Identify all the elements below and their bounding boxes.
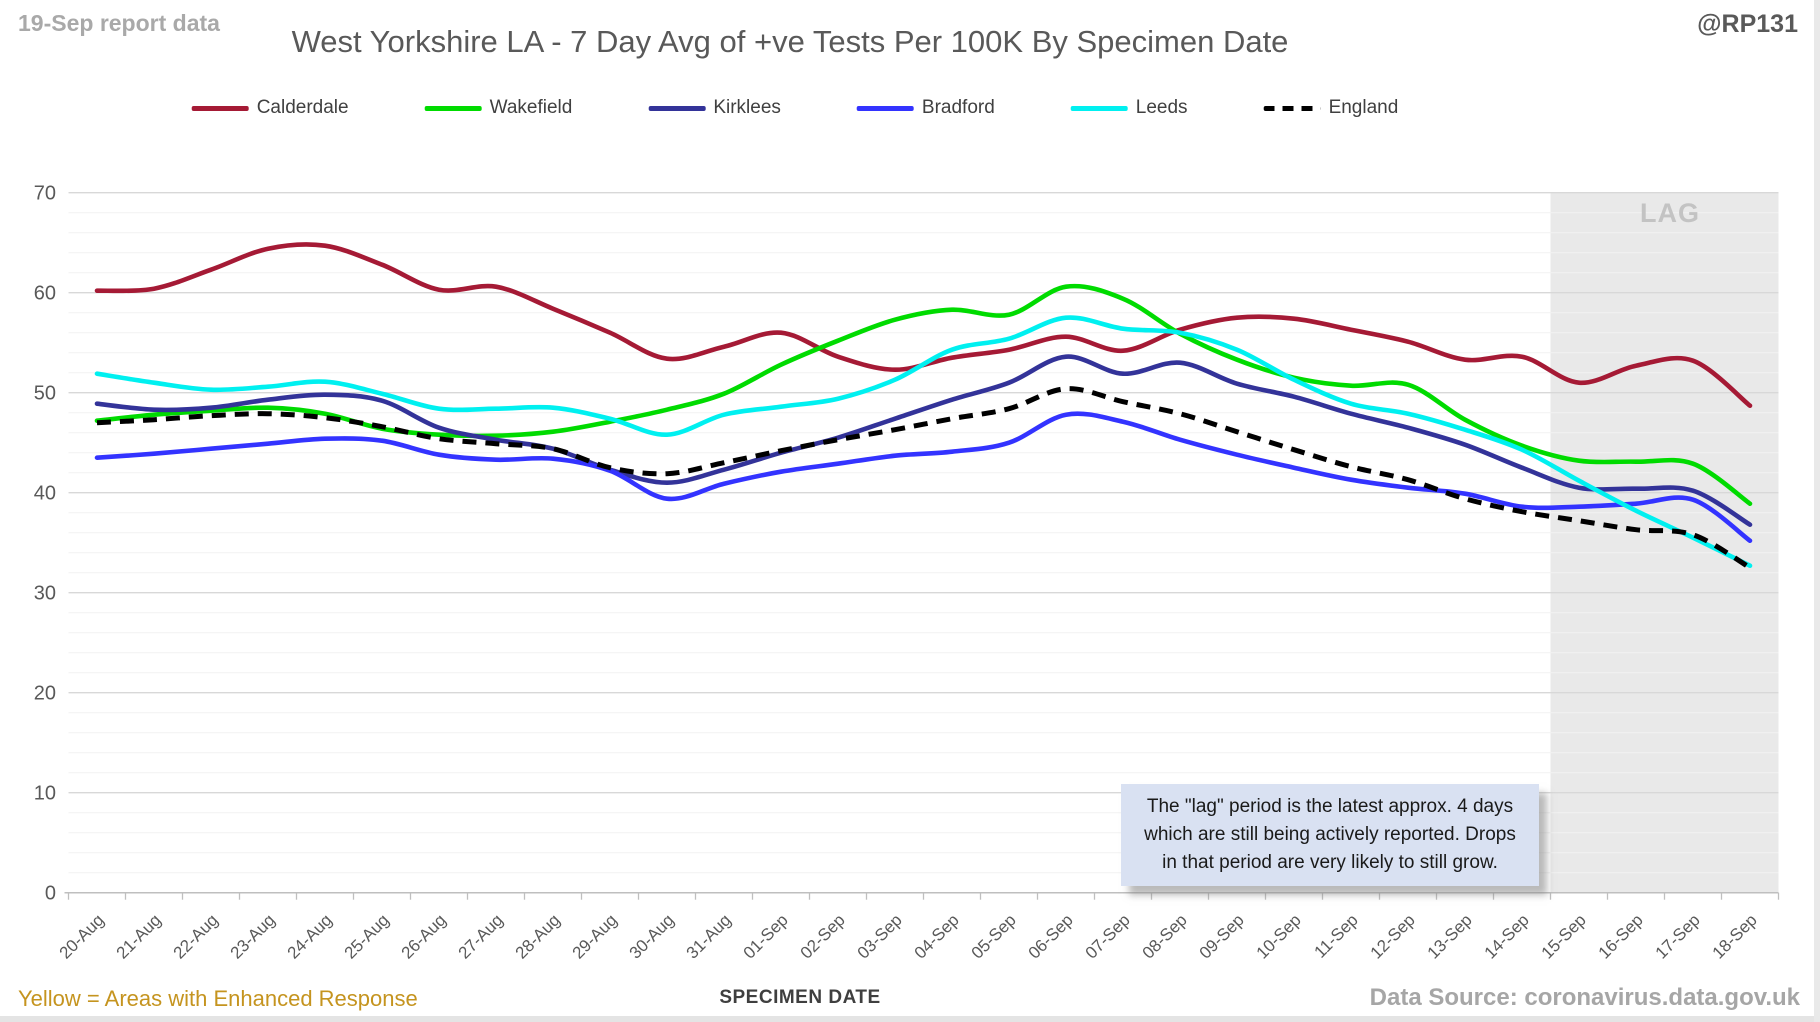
x-tick-label: 06-Sep bbox=[1025, 910, 1077, 962]
x-tick-label: 16-Sep bbox=[1595, 910, 1647, 962]
lag-annotation: The "lag" period is the latest approx. 4… bbox=[1121, 784, 1539, 886]
x-tick-label: 02-Sep bbox=[797, 910, 849, 962]
legend-item-england: England bbox=[1263, 97, 1399, 119]
y-tick-label: 20 bbox=[34, 683, 56, 705]
author-handle: @RP131 bbox=[1697, 10, 1798, 38]
x-tick-label: 14-Sep bbox=[1481, 910, 1533, 962]
series-line-kirklees bbox=[94, 354, 1753, 527]
series-line-bradford bbox=[94, 411, 1753, 543]
y-tick-label: 10 bbox=[34, 783, 56, 805]
x-tick-label: 01-Sep bbox=[740, 910, 792, 962]
x-tick-label: 28-Aug bbox=[512, 910, 564, 962]
legend-label: Calderdale bbox=[256, 97, 349, 118]
x-tick-label: 25-Aug bbox=[341, 910, 393, 962]
x-tick-label: 05-Sep bbox=[968, 910, 1020, 962]
legend-item-calderdale: Calderdale bbox=[191, 97, 349, 119]
legend: Calderdale Wakefield Kirklees Bradford Leeds… bbox=[191, 97, 1399, 119]
legend-swatch-wakefield bbox=[424, 105, 482, 111]
lag-annotation-line: which are still being actively reported.… bbox=[1144, 823, 1516, 845]
x-tick-label: 23-Aug bbox=[227, 910, 279, 962]
x-tick-label: 12-Sep bbox=[1367, 910, 1419, 962]
data-source-note: Data Source: coronavirus.data.gov.uk bbox=[1369, 984, 1800, 1011]
x-tick-label: 08-Sep bbox=[1139, 910, 1191, 962]
series-line-calderdale bbox=[94, 242, 1753, 408]
lag-annotation-line: in that period are very likely to still … bbox=[1162, 851, 1498, 873]
x-tick-label: 27-Aug bbox=[455, 910, 507, 962]
legend-label: Wakefield bbox=[489, 97, 573, 118]
x-tick-label: 26-Aug bbox=[398, 910, 450, 962]
y-tick-label: 50 bbox=[34, 383, 56, 405]
x-tick-label: 30-Aug bbox=[626, 910, 678, 962]
lag-annotation-line: The "lag" period is the latest approx. 4… bbox=[1146, 796, 1514, 817]
x-axis-title: SPECIMEN DATE bbox=[719, 987, 881, 1008]
window-edge-right bbox=[1814, 0, 1820, 1022]
legend-swatch-kirklees bbox=[648, 105, 706, 111]
x-tick-label: 13-Sep bbox=[1424, 910, 1476, 962]
x-tick-label: 29-Aug bbox=[569, 910, 621, 962]
legend-label: England bbox=[1328, 97, 1399, 118]
x-axis bbox=[64, 891, 1780, 900]
x-tick-label: 07-Sep bbox=[1082, 910, 1134, 962]
x-tick-label: 10-Sep bbox=[1253, 910, 1305, 962]
legend-label: Bradford bbox=[921, 97, 995, 118]
legend-label: Leeds bbox=[1135, 97, 1188, 118]
window-edge-bottom bbox=[0, 1016, 1820, 1022]
legend-swatch-england bbox=[1263, 105, 1321, 111]
x-tick-label: 11-Sep bbox=[1311, 910, 1362, 961]
x-tick-label: 04-Sep bbox=[911, 910, 963, 962]
x-tick-label: 18-Sep bbox=[1709, 910, 1761, 962]
legend-item-leeds: Leeds bbox=[1070, 97, 1188, 119]
x-tick-label: 03-Sep bbox=[854, 910, 906, 962]
series-line-england bbox=[96, 386, 1752, 570]
enhanced-response-note: Yellow = Areas with Enhanced Response bbox=[18, 986, 418, 1011]
x-axis-labels: 20-Aug 21-Aug 22-Aug 23-Aug 24-Aug 25-Aug 26-A… bbox=[56, 910, 1761, 962]
series-line-leeds bbox=[94, 315, 1753, 568]
legend-item-kirklees: Kirklees bbox=[648, 97, 781, 119]
x-tick-label: 09-Sep bbox=[1196, 910, 1248, 962]
y-tick-label: 0 bbox=[45, 883, 56, 905]
x-tick-label: 21-Aug bbox=[113, 910, 165, 962]
report-note: 19-Sep report data bbox=[18, 10, 220, 36]
gridlines bbox=[68, 192, 1779, 874]
legend-swatch-leeds bbox=[1070, 105, 1128, 111]
x-tick-label: 22-Aug bbox=[170, 910, 222, 962]
x-tick-label: 20-Aug bbox=[56, 910, 108, 962]
legend-swatch-bradford bbox=[856, 105, 914, 111]
page-title: West Yorkshire LA - 7 Day Avg of +ve Tes… bbox=[291, 24, 1289, 59]
series-lines bbox=[94, 242, 1753, 570]
legend-item-wakefield: Wakefield bbox=[424, 97, 573, 119]
lag-region bbox=[1550, 192, 1779, 893]
y-tick-label: 30 bbox=[34, 583, 56, 605]
x-tick-label: 24-Aug bbox=[284, 910, 336, 962]
legend-swatch-calderdale bbox=[191, 105, 249, 111]
legend-item-bradford: Bradford bbox=[856, 97, 995, 119]
x-tick-label: 15-Sep bbox=[1538, 910, 1590, 962]
x-tick-label: 31-Aug bbox=[683, 910, 735, 962]
y-axis-labels: 0 10 20 30 40 50 60 70 bbox=[34, 183, 56, 905]
legend-label: Kirklees bbox=[713, 97, 781, 118]
x-tick-label: 17-Sep bbox=[1652, 910, 1704, 962]
y-tick-label: 40 bbox=[34, 483, 56, 505]
y-tick-label: 60 bbox=[34, 283, 56, 305]
y-tick-label: 70 bbox=[34, 183, 56, 205]
lag-label: LAG bbox=[1640, 198, 1700, 228]
